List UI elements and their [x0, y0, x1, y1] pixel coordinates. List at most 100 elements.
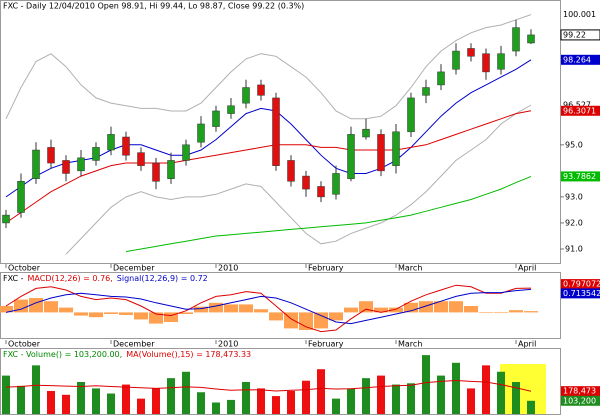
end-label-box	[561, 279, 600, 290]
candle-body	[452, 50, 460, 70]
volume-bar	[422, 355, 430, 414]
x-tick-label: February	[308, 264, 344, 273]
histogram-bar	[0, 306, 13, 313]
volume-bar	[167, 378, 175, 414]
panel-title: FXC - MACD(12,26) = 0.76, Signal(12,26,9) …	[3, 274, 208, 283]
candle-body	[302, 175, 310, 190]
volume-bar	[347, 388, 355, 414]
volume-bar	[272, 396, 280, 414]
histogram-bar	[59, 307, 73, 313]
candle-body	[137, 152, 145, 166]
candle-body	[377, 134, 385, 172]
histogram-bar	[149, 312, 163, 324]
end-label: 0.713542	[563, 289, 600, 298]
volume-bar	[2, 375, 10, 414]
candle-body	[257, 84, 265, 96]
candle-body	[287, 160, 295, 182]
histogram-bar	[239, 304, 253, 313]
candle-body	[32, 149, 40, 179]
volume-bar	[242, 382, 250, 414]
candle-body	[512, 27, 520, 52]
candle-body	[182, 144, 190, 161]
volume-bar	[47, 390, 55, 414]
volume-bar	[227, 399, 235, 414]
end-label: 0.797072	[563, 280, 600, 289]
histogram-bar	[359, 301, 373, 313]
candle-body	[422, 87, 430, 96]
histogram-bar	[479, 312, 493, 314]
title-part: Signal(12,26,9) = 0.72	[117, 274, 208, 283]
histogram-bar	[299, 312, 313, 330]
macd-panel	[0, 272, 561, 339]
macd-line	[5, 288, 532, 325]
volume-bar	[107, 393, 115, 414]
volume-bar	[332, 398, 340, 414]
chart-title: FXC - Daily 12/04/2010 Open 98.91, Hi 99…	[3, 2, 304, 11]
histogram-bar	[194, 306, 208, 313]
candle-body	[347, 134, 355, 179]
volume-bar	[137, 398, 145, 414]
volume-bar	[182, 371, 190, 414]
panel-title: FXC - Volume() = 103,200.00, MA(Volume(),…	[3, 350, 251, 359]
histogram-bar	[344, 307, 358, 313]
candle-body	[92, 147, 100, 161]
end-label: 103,200	[563, 396, 596, 405]
volume-bar	[452, 362, 460, 414]
close-label-box	[560, 29, 600, 41]
x-tick-label: 2010	[218, 340, 238, 349]
end-label: 96.3071	[563, 106, 596, 115]
volume-bar	[467, 388, 475, 414]
end-label: 98.264	[563, 55, 591, 64]
volume-bar	[362, 378, 370, 414]
volume-bar	[17, 385, 25, 414]
candle-body	[17, 181, 25, 213]
end-label: 100.001	[563, 10, 596, 19]
histogram-bar	[119, 312, 133, 315]
end-label-box	[561, 395, 600, 406]
candle-body	[212, 110, 220, 127]
x-tick-label: October	[8, 264, 41, 273]
volume-bar	[527, 400, 535, 414]
volume-bar	[197, 392, 205, 414]
title-part: FXC - Volume() = 103,200.00,	[3, 350, 122, 359]
y-tick-label: 95.0	[565, 140, 583, 149]
histogram-bar	[269, 312, 283, 321]
y-tick-label: 92.0	[565, 218, 583, 227]
volume-bar	[497, 371, 505, 414]
candle-body	[272, 97, 280, 166]
indicator-line	[5, 110, 532, 224]
end-label-box	[561, 171, 600, 182]
histogram-bar	[494, 312, 508, 314]
volume-bar	[62, 394, 70, 414]
title-part: FXC -	[3, 274, 24, 283]
candle-body	[47, 147, 55, 164]
end-label-box	[561, 54, 600, 65]
candle-body	[362, 128, 370, 138]
y-tick-label: 91.0	[565, 244, 583, 253]
candle-body	[482, 53, 490, 73]
histogram-bar	[419, 301, 433, 313]
x-tick-label: April	[518, 340, 536, 349]
histogram-bar	[104, 312, 118, 314]
candle-body	[467, 48, 475, 57]
candle-body	[527, 34, 535, 44]
volume-bar	[122, 384, 130, 414]
candle-body	[77, 157, 85, 172]
x-tick-label: April	[518, 264, 536, 273]
x-tick-label: 2010	[218, 264, 238, 273]
histogram-bar	[14, 299, 28, 313]
indicator-line	[65, 104, 532, 255]
candle-body	[332, 173, 340, 195]
title-part: MACD(12,26) = 0.76,	[28, 274, 113, 283]
histogram-bar	[449, 301, 463, 313]
histogram-bar	[389, 307, 403, 313]
candle-body	[497, 53, 505, 70]
candle-body	[197, 123, 205, 143]
candle-body	[167, 160, 175, 179]
volume-bar	[32, 365, 40, 414]
candle-body	[227, 105, 235, 114]
volume-bar	[77, 382, 85, 414]
end-label: 96.527	[563, 101, 591, 110]
candle-body	[122, 136, 130, 156]
